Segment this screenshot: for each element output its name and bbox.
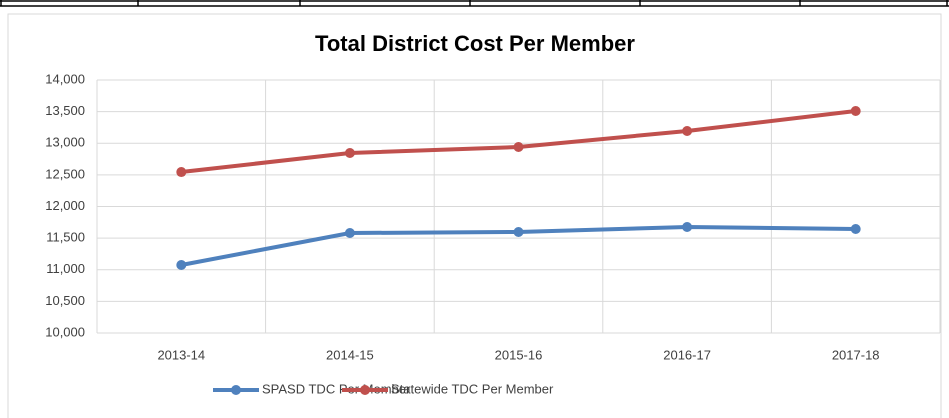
y-tick-label: 11,500: [46, 230, 85, 245]
data-point: [344, 147, 355, 158]
y-tick-label: 10,500: [45, 293, 85, 308]
data-point: [176, 260, 187, 271]
legend-marker: [360, 385, 370, 395]
data-point: [682, 221, 693, 232]
data-point: [850, 224, 861, 235]
y-tick-label: 13,500: [45, 103, 85, 118]
y-tick-label: 10,000: [45, 324, 85, 339]
legend-marker: [231, 385, 241, 395]
x-tick-label: 2015-16: [495, 347, 543, 362]
x-tick-label: 2017-18: [832, 347, 880, 362]
data-point: [513, 141, 524, 152]
x-tick-label: 2014-15: [326, 347, 374, 362]
table-border: [0, 0, 949, 7]
y-tick-label: 12,500: [45, 166, 85, 181]
legend-label: Statewide TDC Per Member: [391, 381, 554, 396]
y-tick-label: 13,000: [45, 135, 85, 150]
legend-label: SPASD TDC Per Member: [262, 381, 411, 396]
data-point: [513, 226, 524, 237]
chart-title: Total District Cost Per Member: [315, 31, 635, 56]
y-tick-label: 12,000: [45, 198, 85, 213]
data-point: [176, 167, 187, 178]
data-point: [850, 105, 861, 116]
y-tick-label: 11,000: [46, 261, 85, 276]
data-point: [344, 228, 355, 239]
y-tick-label: 14,000: [45, 71, 85, 86]
x-tick-label: 2016-17: [663, 347, 711, 362]
x-tick-label: 2013-14: [157, 347, 205, 362]
data-point: [682, 125, 693, 136]
chart-border: [7, 13, 942, 418]
